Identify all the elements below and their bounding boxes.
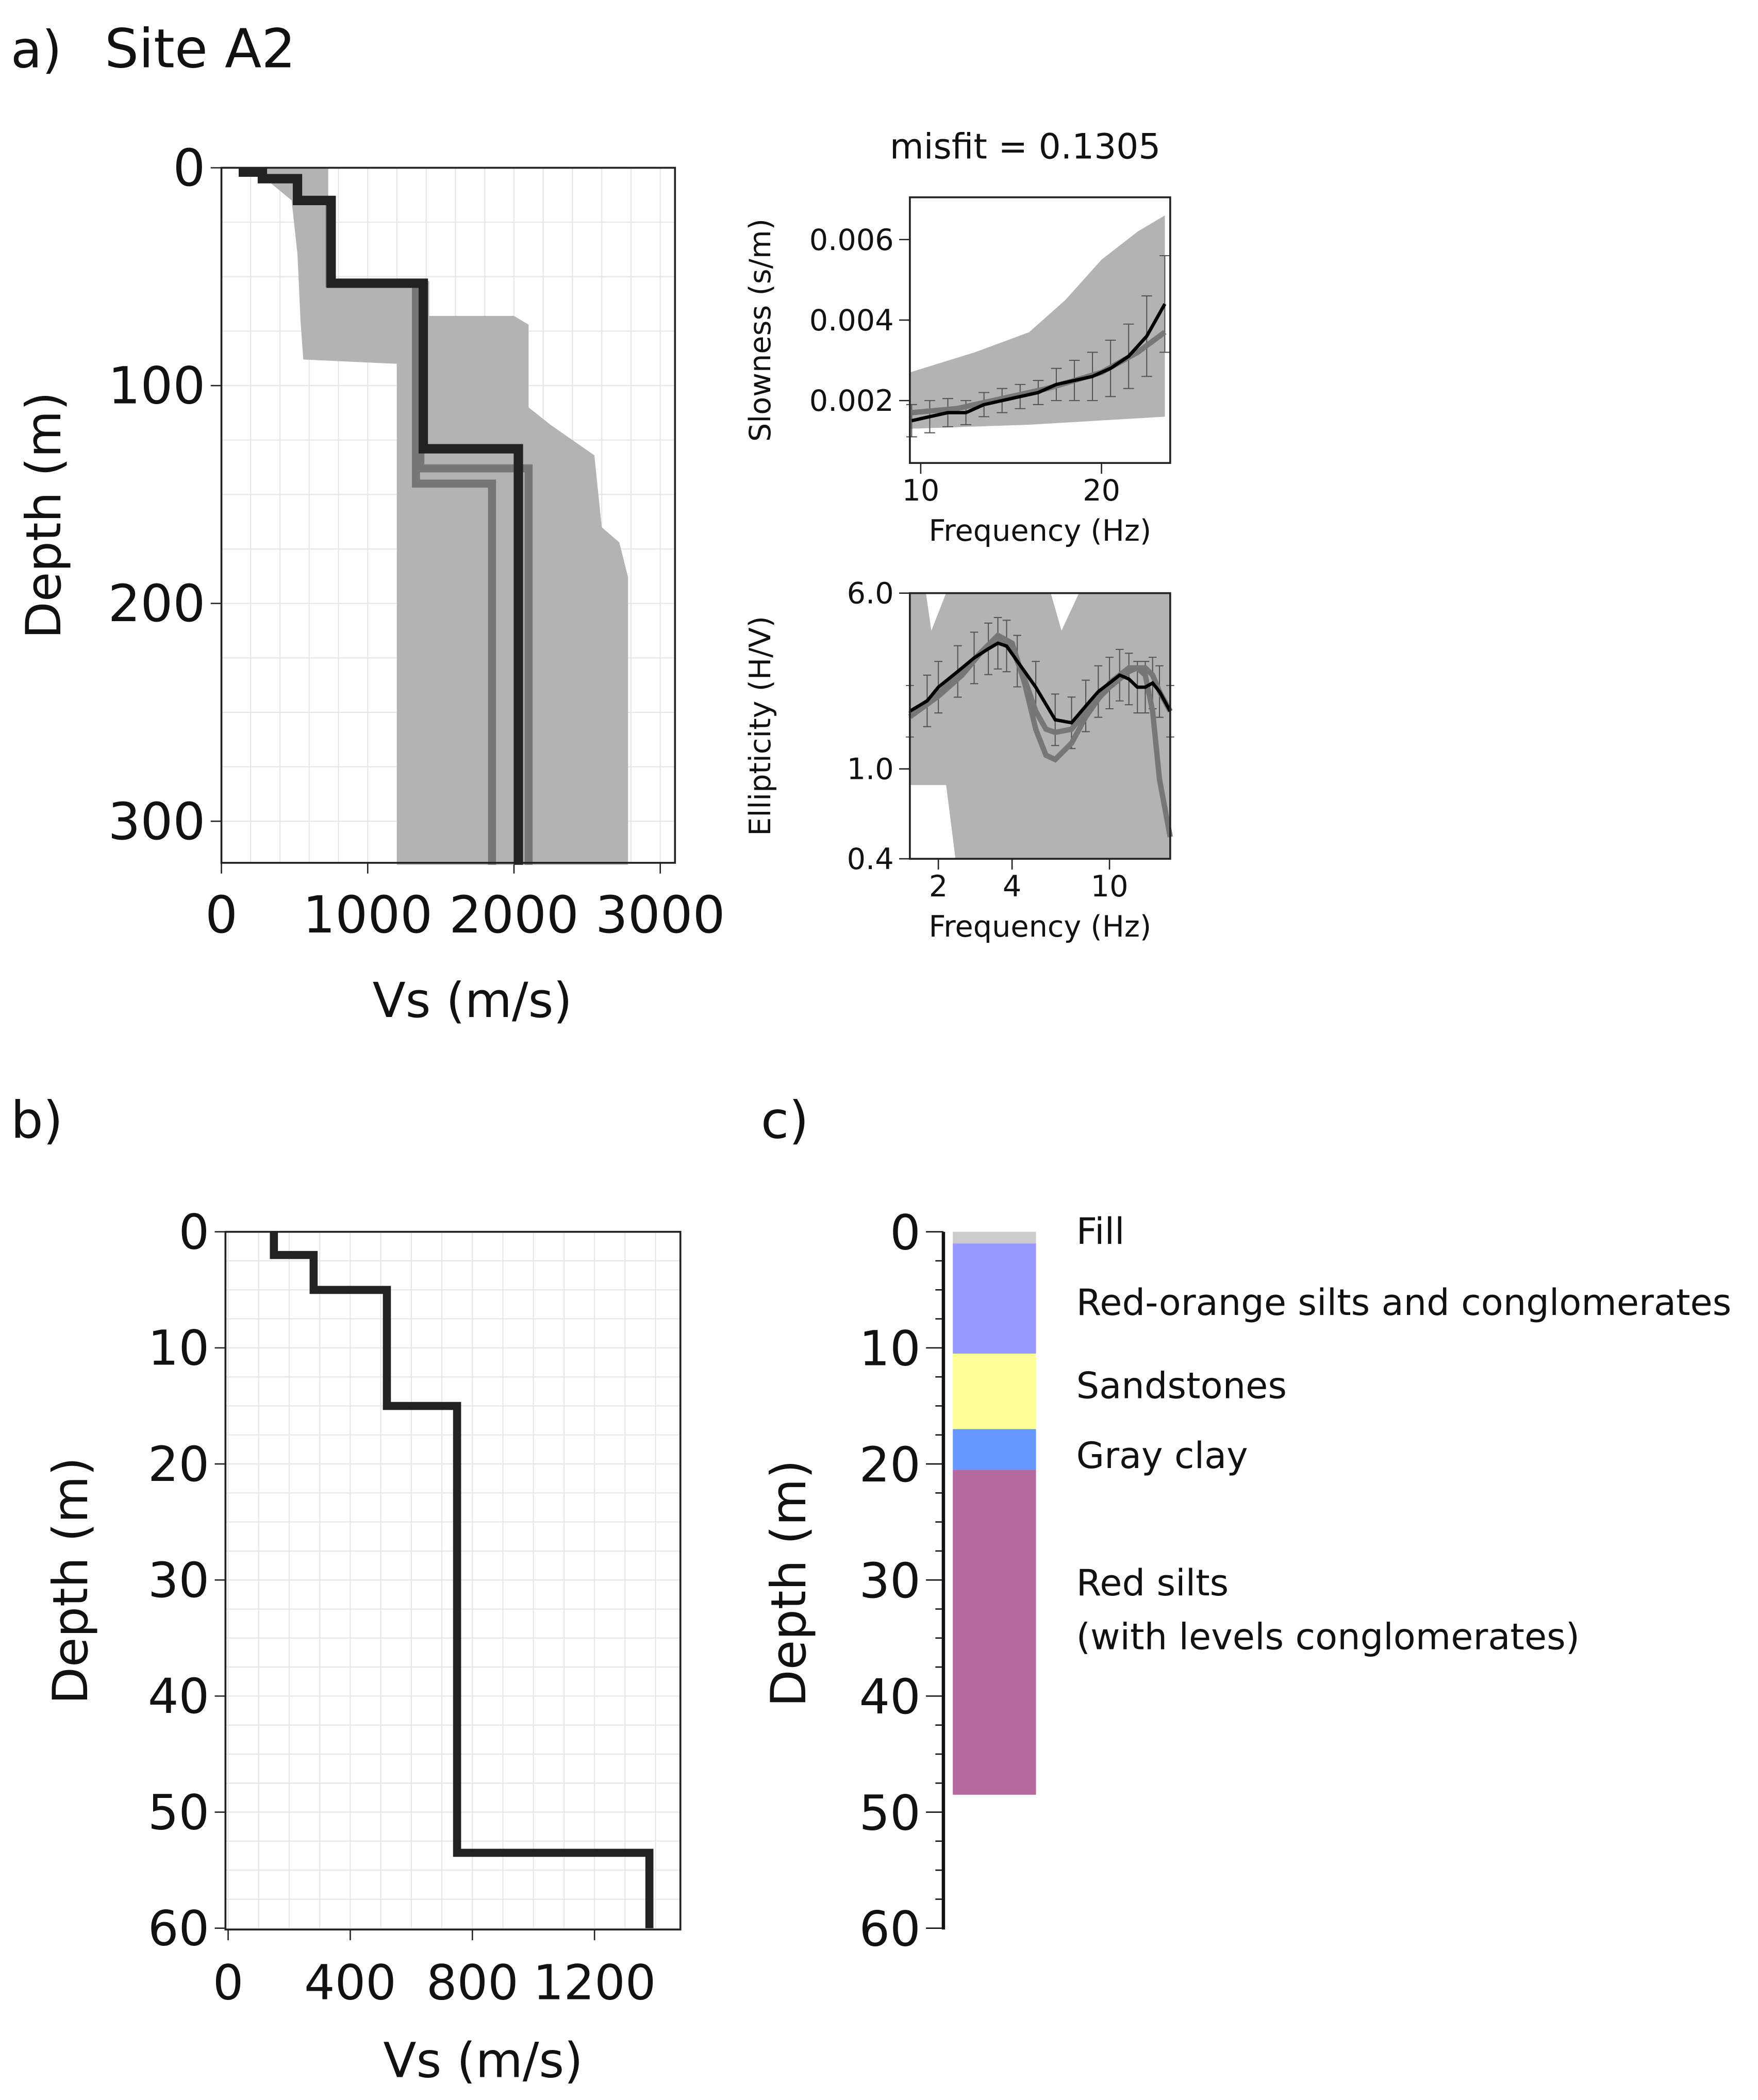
y-tick-label: 30 bbox=[859, 1553, 920, 1609]
plot-frame bbox=[909, 196, 1171, 464]
layer-4 bbox=[953, 1470, 1036, 1795]
y-tick-label: 0.4 bbox=[847, 842, 894, 876]
y-tick-label: 0.002 bbox=[809, 384, 894, 418]
y-tick-label: 0 bbox=[173, 139, 205, 198]
layer-label: Sandstones bbox=[1076, 1364, 1287, 1407]
x-axis-label: Frequency (Hz) bbox=[928, 909, 1151, 944]
vs-profile-chart-b: 0 400 800 1200 0 10 20 30 40 50 60 Vs (m/s) Depth (m… bbox=[43, 1205, 682, 2089]
y-tick-label: 300 bbox=[108, 792, 205, 852]
ellipticity-chart: 2 4 10 6.0 1.0 0.4 Frequency (Hz) Ellipticity (… bbox=[743, 576, 1174, 944]
y-tick-label: 50 bbox=[859, 1785, 920, 1841]
profile-best bbox=[238, 167, 523, 865]
plot-frame bbox=[220, 166, 676, 864]
layer-2 bbox=[953, 1354, 1036, 1429]
x-tick-label: 400 bbox=[304, 1955, 396, 2011]
layer-label: Red silts bbox=[1076, 1562, 1229, 1604]
panel-b-label: b) bbox=[11, 1091, 63, 1151]
x-tick-label: 4 bbox=[1003, 869, 1021, 904]
x-tick-label: 1200 bbox=[533, 1955, 656, 2011]
y-tick-label: 0 bbox=[890, 1205, 921, 1261]
y-tick-label: 60 bbox=[859, 1902, 920, 1958]
layer-label: (with levels conglomerates) bbox=[1076, 1615, 1580, 1658]
x-tick-label: 20 bbox=[1083, 473, 1120, 508]
band-gap bbox=[926, 593, 947, 631]
x-tick-label: 1000 bbox=[303, 886, 433, 945]
ensemble-band bbox=[909, 215, 1165, 429]
y-axis-label: Depth (m) bbox=[43, 1457, 99, 1705]
y-axis-label: Slowness (s/m) bbox=[743, 219, 777, 442]
y-tick-label: 40 bbox=[859, 1669, 920, 1725]
y-axis-label: Depth (m) bbox=[761, 1460, 817, 1707]
y-tick-label: 6.0 bbox=[847, 576, 894, 611]
layer-0 bbox=[953, 1231, 1036, 1244]
x-axis-label: Vs (m/s) bbox=[373, 973, 572, 1029]
x-tick-label: 0 bbox=[205, 886, 238, 945]
y-tick-label: 100 bbox=[108, 357, 205, 416]
y-tick-label: 10 bbox=[859, 1321, 920, 1377]
y-tick-label: 20 bbox=[859, 1437, 920, 1493]
layer-label: Gray clay bbox=[1076, 1435, 1248, 1477]
y-tick-label: 0 bbox=[178, 1205, 209, 1261]
plot-frame bbox=[224, 1230, 682, 1931]
x-tick-label: 800 bbox=[426, 1955, 519, 2011]
x-tick-label: 2000 bbox=[449, 886, 579, 945]
observed-curve bbox=[909, 641, 1172, 725]
band-gap bbox=[1051, 593, 1079, 631]
x-axis-label: Frequency (Hz) bbox=[928, 513, 1151, 548]
y-tick-label: 1.0 bbox=[847, 752, 894, 787]
y-tick-label: 10 bbox=[148, 1321, 209, 1377]
layer-label: Fill bbox=[1076, 1210, 1125, 1253]
y-tick-label: 60 bbox=[148, 1901, 209, 1957]
ensemble-band bbox=[909, 593, 1170, 859]
panel-a-label: a) bbox=[11, 20, 62, 79]
layer-1 bbox=[953, 1243, 1036, 1354]
x-tick-label: 0 bbox=[213, 1955, 244, 2011]
x-tick-label: 3000 bbox=[595, 886, 725, 945]
x-tick-label: 10 bbox=[1091, 869, 1129, 904]
y-tick-label: 40 bbox=[148, 1669, 209, 1725]
y-tick-label: 30 bbox=[148, 1553, 209, 1609]
misfit-label: misfit = 0.1305 bbox=[890, 126, 1161, 166]
band-gap bbox=[909, 785, 956, 859]
x-tick-label: 10 bbox=[902, 473, 939, 508]
lithology-column: 0 10 20 30 40 50 60 Depth (m) Fill Red-orange sil… bbox=[761, 1205, 1732, 1958]
plot-area bbox=[225, 1231, 681, 1930]
panel-c-label: c) bbox=[761, 1091, 809, 1151]
layer-3 bbox=[953, 1429, 1036, 1470]
layer-label: Red-orange silts and conglomerates bbox=[1076, 1281, 1732, 1324]
y-axis-label: Ellipticity (H/V) bbox=[743, 616, 777, 836]
slowness-chart: 10 20 0.002 0.004 0.006 Frequency (Hz) Slownes… bbox=[743, 196, 1171, 548]
x-tick-label: 2 bbox=[929, 869, 948, 904]
y-tick-label: 0.004 bbox=[809, 303, 894, 338]
x-axis-label: Vs (m/s) bbox=[383, 2033, 583, 2089]
site-title: Site A2 bbox=[105, 17, 295, 80]
plot-frame bbox=[909, 592, 1171, 860]
observed-curve bbox=[911, 303, 1167, 423]
y-axis-label: Depth (m) bbox=[16, 392, 72, 639]
y-tick-label: 0.006 bbox=[809, 223, 894, 257]
y-tick-label: 20 bbox=[148, 1437, 209, 1493]
y-tick-label: 200 bbox=[108, 574, 205, 634]
profile-best bbox=[270, 1231, 654, 1928]
y-tick-label: 50 bbox=[148, 1785, 209, 1841]
vs-profile-chart-a: 0 1000 2000 3000 0 100 200 300 Vs (m/s) Depth (m) bbox=[16, 139, 725, 1029]
